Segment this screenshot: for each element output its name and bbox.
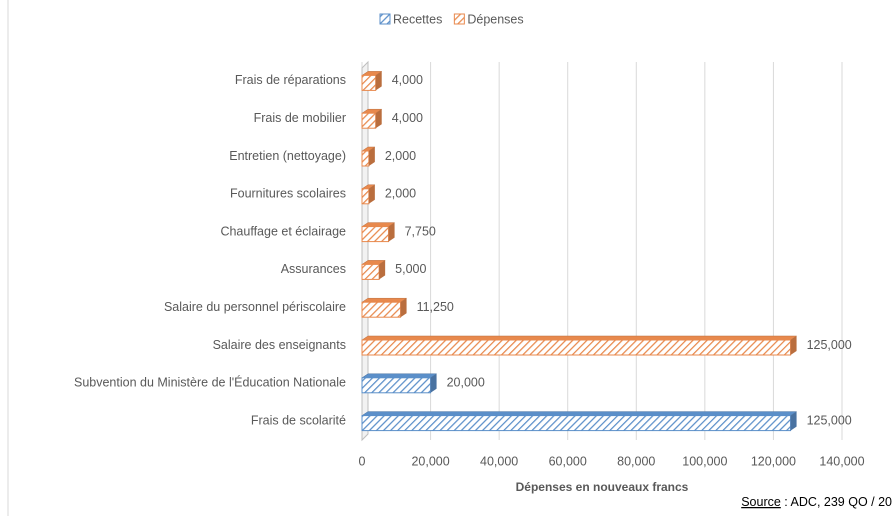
- x-axis-title: Dépenses en nouveaux francs: [516, 480, 689, 494]
- x-tick-label: 0: [359, 454, 366, 468]
- data-label: 20,000: [447, 376, 485, 390]
- data-label: 5,000: [395, 262, 426, 276]
- x-tick-label: 140,000: [819, 454, 864, 468]
- bar: [361, 222, 396, 243]
- bar-top: [361, 373, 438, 379]
- bar: [361, 411, 798, 432]
- bar-face: [361, 188, 370, 205]
- x-tick-label: 40,000: [480, 454, 518, 468]
- y-tick-label: Salaire du personnel périscolaire: [164, 300, 346, 314]
- bar-face: [361, 263, 380, 280]
- data-label: 7,750: [405, 224, 436, 238]
- bar-side: [388, 222, 395, 242]
- bar-side: [375, 109, 382, 129]
- bar: [361, 71, 383, 91]
- bar-top: [361, 335, 798, 341]
- bar-face: [361, 226, 390, 243]
- y-tick-label: Assurances: [281, 262, 346, 276]
- data-label: 2,000: [385, 149, 416, 163]
- legend: Recettes Dépenses: [379, 12, 524, 26]
- bar-face: [361, 377, 432, 394]
- legend-swatch: [379, 13, 391, 25]
- y-tick-label: Frais de réparations: [235, 73, 346, 87]
- y-tick-label: Chauffage et éclairage: [220, 224, 346, 238]
- bar: [361, 260, 386, 280]
- bar-face: [361, 74, 377, 91]
- data-label: 125,000: [807, 413, 852, 427]
- y-tick-label: Frais de scolarité: [251, 413, 346, 427]
- bar-top: [361, 411, 798, 416]
- bar-top: [361, 297, 408, 303]
- data-label: 125,000: [807, 338, 852, 352]
- data-label: 4,000: [392, 73, 423, 87]
- bar-face: [361, 415, 792, 432]
- bar: [361, 373, 438, 394]
- bar-side: [368, 184, 375, 204]
- data-label: 4,000: [392, 111, 423, 125]
- bar-side: [400, 298, 407, 318]
- bar-side: [430, 373, 437, 393]
- bar-face: [361, 339, 792, 356]
- x-tick-label: 120,000: [751, 454, 796, 468]
- bar-side: [368, 147, 375, 166]
- x-tick-label: 80,000: [617, 454, 655, 468]
- bar-face: [361, 112, 377, 129]
- bar: [361, 108, 383, 129]
- source-label: Source: [741, 495, 781, 509]
- source-text: : ADC, 239 QO / 20: [781, 495, 892, 509]
- bar: [361, 297, 408, 318]
- x-tick-label: 60,000: [549, 454, 587, 468]
- x-tick-label: 20,000: [411, 454, 449, 468]
- data-label: 2,000: [385, 187, 416, 201]
- x-tick-label: 100,000: [682, 454, 727, 468]
- bar-side: [375, 71, 382, 91]
- bar-face: [361, 150, 370, 167]
- bar-side: [379, 260, 386, 280]
- bar: [361, 335, 798, 356]
- bar: [361, 146, 376, 167]
- y-tick-label: Subvention du Ministère de l'Éducation N…: [74, 375, 346, 390]
- bar-side: [790, 411, 797, 431]
- y-tick-label: Salaire des enseignants: [213, 338, 346, 352]
- data-label: 11,250: [417, 300, 454, 314]
- legend-swatch: [453, 13, 465, 25]
- y-tick-label: Fournitures scolaires: [230, 187, 346, 201]
- source: Source : ADC, 239 QO / 20: [741, 495, 892, 509]
- y-tick-label: Frais de mobilier: [254, 111, 346, 125]
- y-tick-label: Entretien (nettoyage): [229, 149, 346, 163]
- bar-face: [361, 301, 402, 318]
- legend-label: Recettes: [393, 12, 442, 26]
- bar: [361, 184, 376, 205]
- bar-side: [790, 336, 797, 355]
- legend-label: Dépenses: [467, 12, 523, 26]
